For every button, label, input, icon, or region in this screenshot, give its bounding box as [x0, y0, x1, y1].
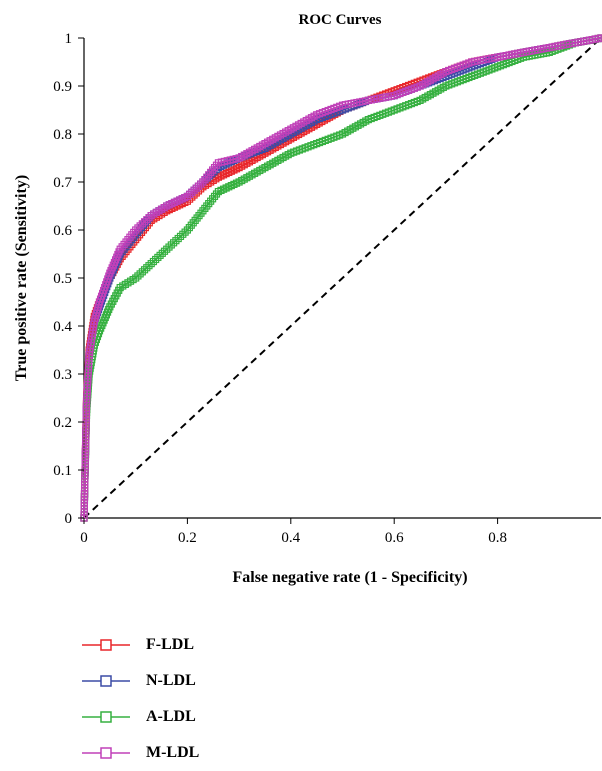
y-tick-label: 0.7 — [53, 175, 72, 191]
data-point-m-ldl — [136, 222, 144, 230]
data-point-a-ldl — [179, 230, 187, 238]
data-point-a-ldl — [207, 197, 215, 205]
data-point-a-ldl — [176, 232, 185, 240]
x-tick-label: 0.6 — [385, 530, 404, 546]
data-point-a-ldl — [143, 264, 151, 272]
data-point-m-ldl — [122, 238, 130, 246]
y-tick-label: 0.1 — [53, 463, 72, 479]
x-tick-label: 0.8 — [488, 530, 507, 546]
data-point-a-ldl — [152, 255, 160, 264]
data-point-m-ldl — [192, 184, 200, 192]
data-point-a-ldl — [136, 270, 144, 278]
data-point-a-ldl — [187, 221, 195, 229]
data-point-a-ldl — [167, 241, 175, 249]
data-point-a-ldl — [174, 234, 182, 243]
data-point-a-ldl — [181, 228, 189, 236]
data-point-m-ldl — [194, 182, 203, 190]
x-tick-label: 0.2 — [178, 530, 197, 546]
x-tick-label: 0 — [80, 530, 88, 546]
legend-marker — [100, 675, 112, 687]
data-point-a-ldl — [201, 204, 209, 212]
data-point-m-ldl — [183, 192, 191, 200]
reference-line — [83, 37, 602, 519]
data-point-m-ldl — [199, 178, 207, 186]
data-point-m-ldl — [190, 186, 198, 194]
data-point-a-ldl — [156, 251, 164, 259]
data-point-m-ldl — [116, 245, 124, 253]
data-point-m-ldl — [140, 218, 149, 226]
legend-label: A-LDL — [146, 708, 196, 725]
series-m-ldl — [80, 34, 602, 522]
data-point-a-ldl — [170, 239, 178, 247]
y-axis-label: True positive rate (Sensitivity) — [13, 175, 30, 381]
data-point-m-ldl — [143, 216, 151, 224]
data-point-a-ldl — [197, 209, 205, 217]
data-point-a-ldl — [183, 226, 191, 234]
legend-label: M-LDL — [146, 744, 200, 761]
legend: F-LDL N-LDL A-LDL M-LDL — [80, 627, 199, 771]
data-point-m-ldl — [145, 214, 153, 222]
legend-swatch-a-ldl — [82, 711, 130, 723]
y-tick-label: 0.5 — [53, 271, 72, 287]
legend-marker — [100, 639, 112, 651]
plot-area — [80, 34, 602, 522]
data-point-a-ldl — [193, 214, 201, 222]
x-axis-label: False negative rate (1 - Specificity) — [232, 569, 467, 586]
data-point-a-ldl — [132, 274, 140, 282]
data-point-a-ldl — [160, 247, 169, 255]
data-point-m-ldl — [132, 226, 140, 234]
x-axis-ticks: 0 0.2 0.4 0.6 0.8 — [80, 518, 507, 546]
data-point-m-ldl — [597, 34, 602, 42]
y-tick-label: 0.2 — [53, 415, 72, 431]
data-point-m-ldl — [138, 220, 146, 228]
roc-chart: ROC Curves 0 0.2 0.4 0.6 0.8 0 0.1 0.2 0.3 0.4 0.… — [13, 12, 602, 586]
data-point-m-ldl — [186, 190, 194, 198]
data-point-m-ldl — [197, 180, 205, 188]
data-point-a-ldl — [140, 266, 149, 274]
y-tick-label: 0.8 — [53, 127, 72, 143]
legend-swatch-m-ldl — [82, 747, 130, 759]
legend-swatch-n-ldl — [82, 675, 130, 687]
y-tick-label: 0.6 — [53, 223, 72, 239]
legend-item-n-ldl: N-LDL — [80, 663, 199, 699]
y-tick-label: 0.4 — [53, 319, 72, 335]
y-axis-ticks: 0 0.1 0.2 0.3 0.4 0.5 0.6 0.7 0.8 0.9 1 — [53, 31, 84, 527]
y-tick-label: 0 — [65, 511, 73, 527]
data-point-a-ldl — [212, 190, 221, 198]
data-point-a-ldl — [163, 245, 171, 253]
data-point-a-ldl — [165, 243, 173, 251]
legend-marker — [100, 747, 112, 759]
data-point-a-ldl — [191, 216, 199, 224]
data-point-m-ldl — [203, 173, 211, 181]
chart-title: ROC Curves — [299, 12, 382, 28]
data-point-a-ldl — [203, 202, 211, 210]
data-point-a-ldl — [147, 260, 155, 268]
data-point-a-ldl — [154, 253, 162, 262]
data-point-a-ldl — [158, 249, 166, 257]
legend-item-m-ldl: M-LDL — [80, 735, 199, 771]
y-tick-label: 0.3 — [53, 367, 72, 383]
data-point-m-ldl — [134, 224, 142, 232]
x-tick-label: 0.4 — [281, 530, 300, 546]
legend-swatch-f-ldl — [82, 639, 130, 651]
data-point-m-ldl — [130, 228, 138, 236]
data-point-a-ldl — [149, 257, 158, 266]
legend-item-a-ldl: A-LDL — [80, 699, 199, 735]
data-point-m-ldl — [120, 240, 128, 248]
data-point-m-ldl — [209, 166, 217, 174]
data-point-a-ldl — [145, 262, 153, 270]
y-tick-label: 0.9 — [53, 79, 72, 95]
data-point-a-ldl — [138, 268, 146, 276]
y-tick-label: 1 — [65, 31, 73, 47]
legend-item-f-ldl: F-LDL — [80, 627, 199, 663]
legend-label: N-LDL — [146, 672, 196, 689]
legend-label: F-LDL — [146, 636, 194, 653]
data-point-m-ldl — [126, 233, 134, 241]
data-point-a-ldl — [172, 237, 180, 245]
data-point-a-ldl — [210, 192, 219, 200]
data-point-m-ldl — [188, 188, 196, 196]
legend-marker — [100, 711, 112, 723]
data-point-m-ldl — [207, 168, 215, 176]
data-point-a-ldl — [134, 272, 142, 280]
